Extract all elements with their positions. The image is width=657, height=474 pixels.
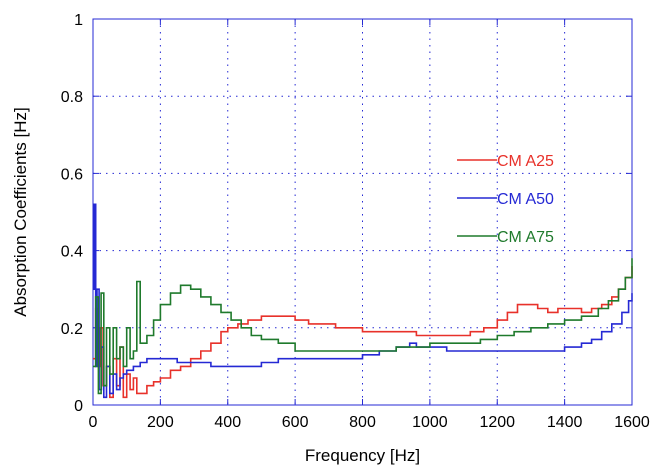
y-tick-label: 0.8 (61, 89, 83, 106)
x-tick-label: 1400 (547, 414, 583, 431)
y-axis-label: Absorption Coefficients [Hz] (11, 107, 30, 316)
x-tick-label: 200 (147, 414, 174, 431)
tick-marks (92, 18, 633, 406)
x-tick-label: 400 (214, 414, 241, 431)
plot-frame (92, 18, 633, 406)
y-tick-label: 0.4 (61, 244, 83, 261)
y-tick-label: 0.2 (61, 321, 83, 338)
x-tick-label: 1000 (412, 414, 448, 431)
y-tick-label: 0 (74, 398, 83, 415)
series-group (93, 203, 633, 399)
grid-lines (93, 19, 632, 405)
legend-label: CM A75 (497, 229, 554, 246)
x-tick-label: 0 (89, 414, 98, 431)
x-axis-label: Frequency [Hz] (305, 446, 420, 465)
y-tick-labels: 0 0.2 0.4 0.6 0.8 1 (61, 12, 83, 415)
x-tick-label: 800 (349, 414, 376, 431)
x-tick-label: 1600 (614, 414, 650, 431)
x-tick-label: 600 (282, 414, 309, 431)
y-tick-label: 1 (74, 12, 83, 29)
legend-label: CM A50 (497, 191, 554, 208)
y-tick-label: 0.6 (61, 166, 83, 183)
series-line-cm-a75 (93, 258, 633, 395)
legend: CM A25 CM A50 CM A75 (457, 153, 554, 246)
x-tick-labels: 0 200 400 600 800 1000 1200 1400 1600 (89, 414, 650, 431)
x-tick-label: 1200 (479, 414, 515, 431)
legend-label: CM A25 (497, 153, 554, 170)
